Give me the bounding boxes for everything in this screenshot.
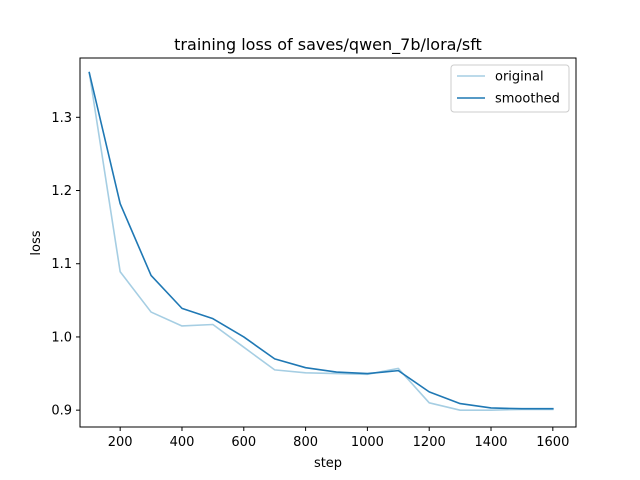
x-tick-label: 1000 <box>351 435 384 450</box>
legend-label-original: original <box>495 70 544 85</box>
y-tick-label: 1.3 <box>51 111 72 126</box>
x-tick-label: 600 <box>231 435 256 450</box>
legend-label-smoothed: smoothed <box>495 92 560 107</box>
x-tick-label: 1600 <box>536 435 569 450</box>
x-tick-label: 800 <box>293 435 318 450</box>
y-axis-label: loss <box>29 230 44 255</box>
legend: original smoothed <box>450 64 570 113</box>
y-tick-label: 1.0 <box>51 330 72 345</box>
y-tick-label: 0.9 <box>51 404 72 419</box>
y-tick-label: 1.1 <box>51 257 72 272</box>
x-tick-label: 1200 <box>413 435 446 450</box>
x-tick-label: 400 <box>170 435 195 450</box>
series-line-smoothed <box>88 71 554 410</box>
axes-frame <box>79 57 577 428</box>
x-tick-label: 1400 <box>474 435 507 450</box>
series-line-original <box>88 71 554 411</box>
x-axis-label: step <box>314 456 342 471</box>
y-tick-label: 1.2 <box>51 184 72 199</box>
chart-title: training loss of saves/qwen_7b/lora/sft <box>174 35 482 55</box>
x-tick-label: 200 <box>108 435 133 450</box>
plot-area <box>88 71 554 411</box>
